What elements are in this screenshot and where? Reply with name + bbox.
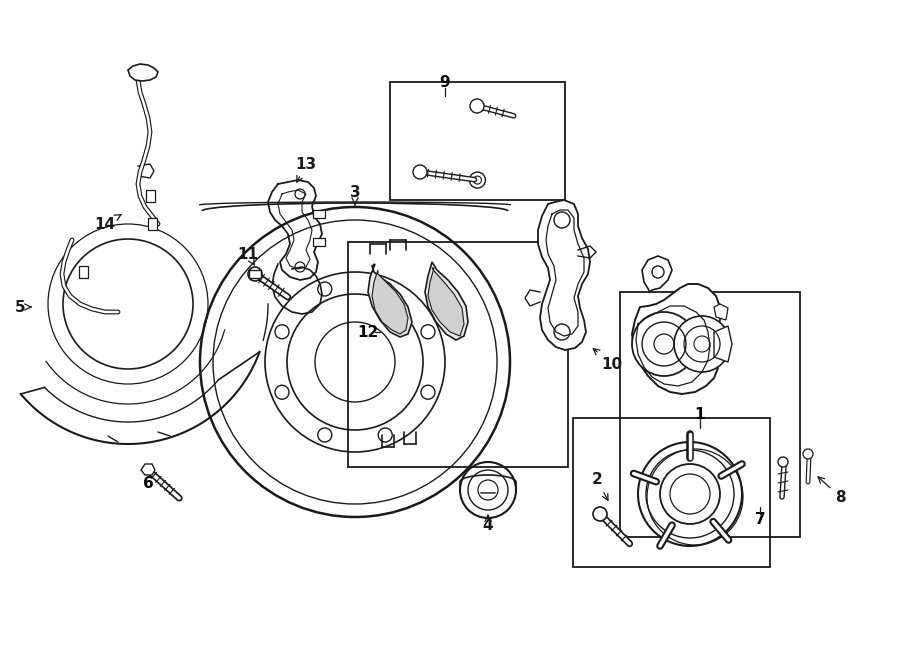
Circle shape bbox=[413, 165, 427, 179]
Bar bbox=[620, 292, 800, 537]
Text: 4: 4 bbox=[482, 515, 493, 534]
Polygon shape bbox=[642, 256, 672, 292]
Bar bbox=[148, 218, 157, 230]
Polygon shape bbox=[714, 304, 728, 320]
Circle shape bbox=[778, 457, 788, 467]
Circle shape bbox=[803, 449, 813, 459]
Bar bbox=[313, 238, 325, 246]
Text: 14: 14 bbox=[94, 214, 122, 232]
Polygon shape bbox=[128, 64, 158, 81]
Text: 7: 7 bbox=[755, 512, 765, 528]
Bar bbox=[348, 242, 568, 467]
Circle shape bbox=[638, 442, 742, 546]
Polygon shape bbox=[428, 268, 464, 336]
Polygon shape bbox=[141, 464, 155, 475]
Circle shape bbox=[674, 316, 730, 372]
Bar bbox=[146, 190, 155, 202]
Polygon shape bbox=[714, 326, 732, 362]
Bar bbox=[390, 82, 565, 200]
Polygon shape bbox=[538, 200, 590, 350]
Bar bbox=[313, 210, 325, 218]
Text: 11: 11 bbox=[238, 246, 258, 265]
Text: 2: 2 bbox=[591, 473, 608, 500]
Text: 6: 6 bbox=[142, 477, 153, 491]
Text: 8: 8 bbox=[818, 477, 845, 504]
Polygon shape bbox=[368, 264, 412, 337]
Bar bbox=[79, 266, 88, 278]
Text: 10: 10 bbox=[593, 349, 623, 371]
Text: 3: 3 bbox=[350, 185, 360, 205]
Polygon shape bbox=[425, 262, 468, 340]
Text: 9: 9 bbox=[440, 75, 450, 89]
Polygon shape bbox=[632, 284, 720, 394]
Bar bbox=[249, 270, 261, 278]
Circle shape bbox=[632, 312, 696, 376]
Text: 13: 13 bbox=[295, 156, 317, 182]
Bar bbox=[573, 418, 770, 567]
Text: 1: 1 bbox=[695, 406, 706, 422]
Circle shape bbox=[593, 507, 607, 521]
Circle shape bbox=[470, 99, 484, 113]
Polygon shape bbox=[372, 270, 408, 334]
Text: 5: 5 bbox=[14, 299, 32, 314]
Text: 12: 12 bbox=[357, 324, 379, 340]
Circle shape bbox=[248, 267, 262, 281]
